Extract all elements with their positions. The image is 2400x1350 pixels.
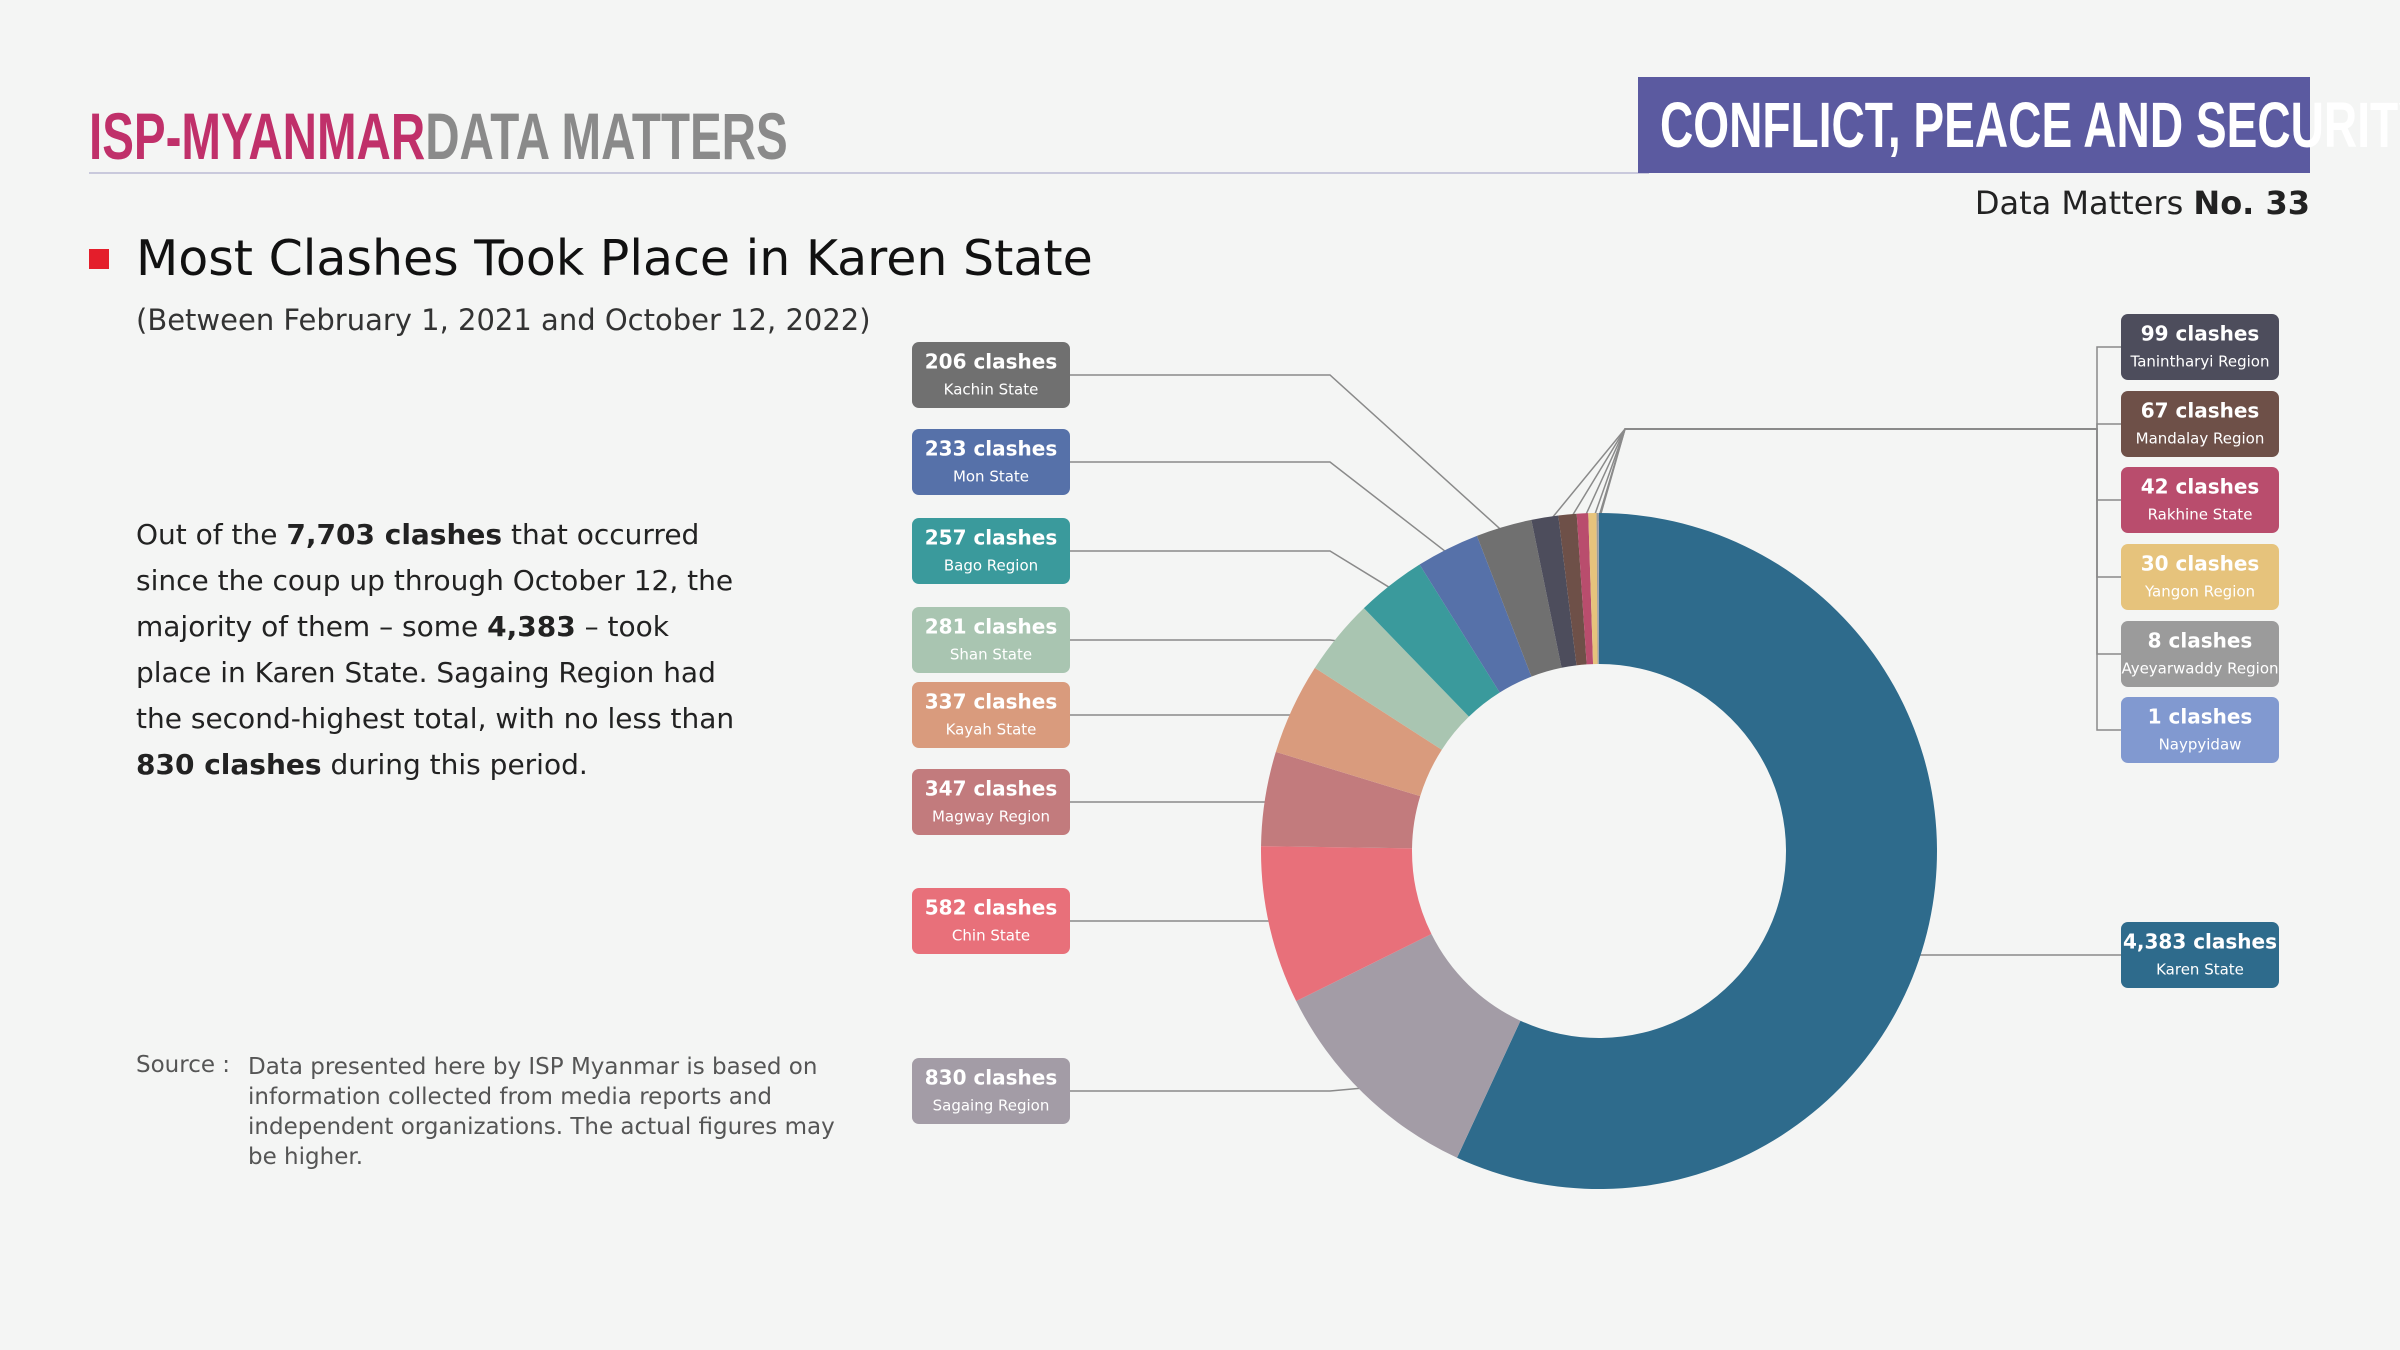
label-box: [2121, 467, 2279, 533]
label-box: [2121, 697, 2279, 763]
issue-label: Data Matters: [1974, 184, 2184, 222]
donut-slice: [1261, 751, 1421, 849]
donut-slice: [1363, 564, 1500, 717]
value-label: 206 clashes: [925, 350, 1058, 374]
donut-slice: [1296, 934, 1521, 1158]
value-label: 99 clashes: [2141, 322, 2260, 346]
section-banner: [1638, 77, 2310, 173]
label-box: [912, 342, 1070, 408]
chart-title: Most Clashes Took Place in Karen State: [136, 230, 1093, 287]
leader-line: [1070, 550, 1396, 592]
donut-slice: [1558, 513, 1587, 666]
donut-slice: [1476, 519, 1562, 677]
donut-slice: [1531, 515, 1577, 668]
donut-slice: [1275, 667, 1442, 797]
leader-line: [1567, 423, 2121, 523]
value-label: 281 clashes: [925, 615, 1058, 639]
issue-number: No. 33: [2193, 184, 2310, 222]
leader-line: [1070, 711, 1301, 716]
body-text: Out of the 7,703 clashes that occurred s…: [136, 512, 746, 788]
value-label: 347 clashes: [925, 777, 1058, 801]
category-label: Sagaing Region: [933, 1097, 1050, 1115]
label-box: [912, 429, 1070, 495]
value-label: 42 clashes: [2141, 475, 2260, 499]
value-label: 337 clashes: [925, 690, 1058, 714]
body-segment: Out of the: [136, 518, 287, 551]
category-label: Chin State: [952, 927, 1030, 945]
value-label: 30 clashes: [2141, 552, 2260, 576]
value-label: 8 clashes: [2148, 629, 2253, 653]
donut-slice: [1588, 513, 1598, 665]
value-label: 233 clashes: [925, 437, 1058, 461]
category-label: Rakhine State: [2148, 506, 2253, 524]
value-label: 257 clashes: [925, 526, 1058, 550]
chart-subtitle: (Between February 1, 2021 and October 12…: [136, 303, 871, 337]
donut-slice: [1596, 513, 1599, 665]
body-segment: that occurred since the coup up through …: [136, 518, 734, 643]
leader-line: [1598, 428, 2121, 731]
label-box: [912, 769, 1070, 835]
header-rule: [89, 172, 1649, 174]
category-label: Kayah State: [946, 721, 1037, 739]
body-segment: during this period.: [321, 748, 588, 781]
category-label: Bago Region: [944, 557, 1038, 575]
leader-line: [1070, 799, 1274, 803]
leader-line: [1070, 920, 1278, 924]
source-label: Source :: [136, 1052, 231, 1078]
body-highlight: 7,703 clashes: [286, 518, 503, 551]
category-label: Naypyidaw: [2159, 736, 2242, 754]
category-label: Karen State: [2156, 961, 2244, 979]
leader-line: [1545, 346, 2121, 526]
label-box: [912, 888, 1070, 954]
value-label: 4,383 clashes: [2123, 930, 2277, 954]
brand-suffix: DATA MATTERS: [425, 99, 788, 173]
section-title: CONFLICT, PEACE AND SECURITY: [1660, 89, 2400, 161]
category-label: Mon State: [953, 468, 1029, 486]
category-label: Magway Region: [932, 808, 1050, 826]
source-text: Data presented here by ISP Myanmar is ba…: [248, 1054, 835, 1170]
leader-line: [1070, 639, 1344, 643]
leader-line: [1070, 461, 1452, 557]
value-label: 67 clashes: [2141, 399, 2260, 423]
category-label: Shan State: [950, 646, 1032, 664]
title-marker: [89, 249, 109, 269]
label-box: [2121, 314, 2279, 380]
label-box: [2121, 544, 2279, 610]
category-label: Kachin State: [944, 381, 1039, 399]
label-box: [912, 607, 1070, 673]
brand-header: ISP-MYANMARDATA MATTERS: [89, 98, 788, 174]
issue: Data Matters No. 33: [1975, 184, 2310, 222]
body-highlight: 4,383: [487, 610, 576, 643]
value-label: 830 clashes: [925, 1066, 1058, 1090]
category-label: Mandalay Region: [2136, 430, 2265, 448]
body-highlight: 830 clashes: [136, 748, 322, 781]
category-label: Yangon Region: [2144, 583, 2255, 601]
label-box: [912, 518, 1070, 584]
donut-slice: [1314, 608, 1469, 750]
value-label: 1 clashes: [2148, 705, 2253, 729]
label-box: [912, 1058, 1070, 1124]
brand: ISP-MYANMAR: [89, 99, 426, 173]
label-box: [2121, 621, 2279, 687]
body-segment: – took place in Karen State. Sagaing Reg…: [136, 610, 735, 735]
value-label: 582 clashes: [925, 896, 1058, 920]
donut-slice: [1419, 535, 1532, 693]
leader-line: [1070, 1086, 1369, 1092]
category-label: Ayeyarwaddy Region: [2121, 660, 2278, 678]
donut-slice: [1576, 513, 1594, 665]
label-box: [2121, 922, 2279, 988]
label-box: [2121, 391, 2279, 457]
leader-line: [1070, 374, 1507, 535]
category-label: Tanintharyi Region: [2130, 353, 2270, 371]
donut-slice: [1261, 846, 1432, 1002]
donut-slice: [1457, 513, 1937, 1189]
label-box: [912, 682, 1070, 748]
leader-line: [1582, 428, 2121, 522]
